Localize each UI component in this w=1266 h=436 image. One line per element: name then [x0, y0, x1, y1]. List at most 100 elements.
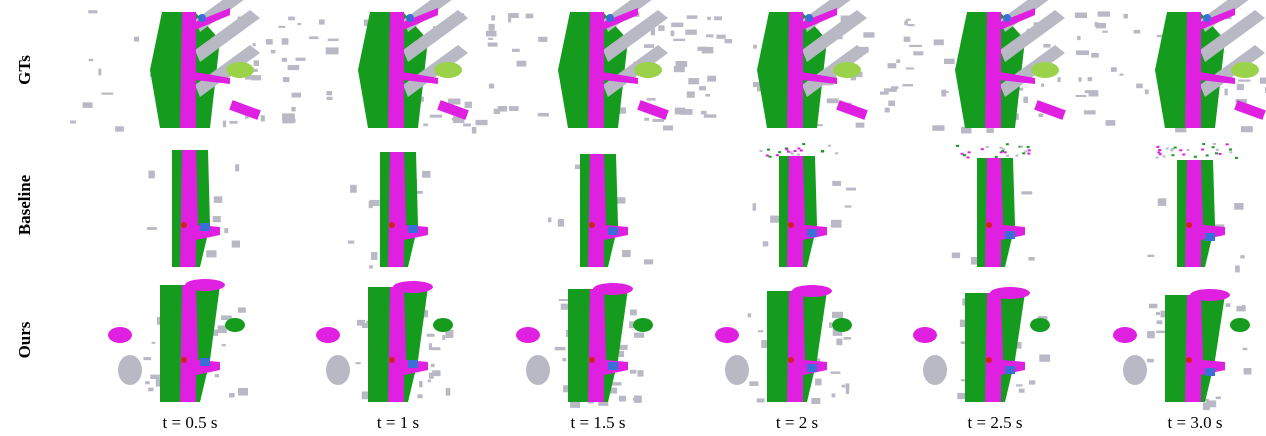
grey-voxel	[538, 37, 547, 42]
grey-voxel	[685, 30, 696, 35]
vehicle	[200, 223, 210, 231]
grey-voxel	[348, 241, 354, 244]
grey-voxel	[844, 337, 851, 340]
terrain	[1231, 62, 1259, 78]
grey-voxel	[1147, 359, 1154, 362]
grey-voxel	[817, 124, 823, 126]
vegetation-blob	[225, 318, 245, 332]
grey-voxel	[261, 115, 265, 121]
far-voxel	[1028, 149, 1031, 151]
grey-voxel	[896, 59, 900, 63]
grey-voxel	[214, 196, 222, 203]
grey-voxel	[1134, 30, 1141, 34]
row-label: Ours	[15, 321, 34, 358]
grey-voxel	[291, 107, 295, 112]
grey-voxel	[283, 77, 290, 82]
grey-voxel	[1076, 50, 1089, 55]
far-voxel	[968, 151, 971, 153]
sidewalk	[1234, 100, 1266, 120]
grey-voxel	[288, 17, 295, 21]
grey-voxel	[906, 67, 914, 69]
far-voxel	[759, 150, 762, 152]
grey-voxel	[1206, 400, 1216, 407]
far-voxel	[1235, 157, 1238, 159]
grey-voxel	[1106, 120, 1116, 126]
grey-voxel	[842, 385, 845, 388]
far-voxel	[767, 149, 770, 151]
marker	[181, 357, 187, 363]
grey-voxel	[888, 101, 895, 106]
occupancy-map	[70, 0, 318, 132]
far-voxel	[1155, 157, 1158, 159]
far-voxel	[778, 151, 781, 153]
grey-voxel	[555, 347, 566, 350]
terrain	[833, 62, 861, 78]
grey-voxel	[1019, 389, 1025, 393]
grey-voxel	[704, 114, 717, 117]
far-voxel	[800, 150, 803, 152]
grey-voxel	[913, 51, 923, 55]
grey-voxel	[1123, 14, 1128, 19]
grey-voxel	[222, 344, 226, 346]
grey-voxel	[885, 108, 890, 113]
grey-voxel	[143, 357, 151, 360]
grey-blob	[725, 355, 749, 385]
grey-voxel	[815, 379, 822, 386]
column-label: t = 1 s	[377, 413, 419, 432]
sidewalk-top	[990, 287, 1030, 299]
grey-blob	[923, 355, 947, 385]
grey-voxel	[832, 393, 836, 397]
grey-voxel	[558, 219, 564, 227]
grey-voxel	[1039, 354, 1050, 361]
terrain	[434, 62, 462, 78]
grey-voxel	[326, 47, 339, 54]
grey-voxel	[832, 181, 841, 186]
grey-voxel	[856, 123, 865, 128]
grey-voxel	[1111, 67, 1117, 72]
far-voxel	[986, 146, 989, 148]
grey-voxel	[88, 10, 97, 13]
grey-voxel	[223, 121, 226, 128]
grey-voxel	[1147, 255, 1154, 257]
vehicle	[1003, 14, 1011, 22]
sidewalk-top	[792, 285, 832, 297]
marker	[389, 222, 395, 228]
sidewalk-top	[185, 279, 225, 291]
grey-voxel	[836, 339, 842, 346]
far-voxel	[1156, 146, 1159, 148]
grey-voxel	[429, 343, 432, 350]
grey-voxel	[538, 113, 549, 117]
far-voxel	[1027, 153, 1030, 155]
grey-voxel	[1016, 384, 1022, 386]
grey-voxel	[229, 393, 235, 397]
grey-voxel	[1077, 36, 1080, 40]
grey-voxel	[224, 228, 228, 233]
sidewalk-top	[593, 283, 633, 295]
grey-voxel	[148, 388, 153, 392]
grey-voxel	[282, 58, 287, 62]
grey-voxel	[1226, 303, 1231, 307]
grey-voxel	[904, 37, 911, 42]
grey-voxel	[829, 322, 832, 328]
grey-voxel	[1244, 368, 1252, 375]
grey-voxel	[1078, 77, 1081, 82]
far-voxel	[1182, 154, 1185, 156]
grey-voxel	[1147, 331, 1155, 338]
grey-voxel	[701, 111, 707, 115]
sidewalk	[229, 100, 261, 120]
far-voxel	[1174, 147, 1177, 149]
far-voxel	[802, 143, 805, 145]
far-voxel	[1006, 143, 1009, 145]
far-voxel	[1166, 148, 1169, 150]
marker	[1186, 357, 1192, 363]
terrain	[634, 62, 662, 78]
occupancy-map	[952, 143, 1035, 267]
far-voxel	[1022, 152, 1025, 154]
grey-voxel	[888, 63, 897, 68]
grey-voxel	[89, 59, 94, 61]
vehicle	[608, 227, 618, 235]
grey-voxel	[705, 94, 710, 97]
row-label: GTs	[15, 55, 34, 85]
grey-voxel	[562, 358, 566, 361]
far-voxel	[1213, 143, 1216, 145]
